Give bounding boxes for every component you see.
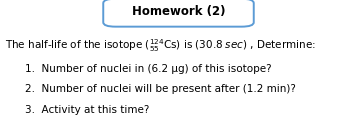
FancyBboxPatch shape: [103, 0, 254, 27]
Text: 2.  Number of nuclei will be present after (1.2 min)?: 2. Number of nuclei will be present afte…: [25, 84, 295, 94]
Text: Homework (2): Homework (2): [132, 5, 225, 18]
Text: 3.  Activity at this time?: 3. Activity at this time?: [25, 105, 149, 115]
Text: The half-life of the isotope ($^{124}_{55}$Cs) is (30.8 $sec$) , Determine:: The half-life of the isotope ($^{124}_{5…: [5, 37, 316, 54]
Text: 1.  Number of nuclei in (6.2 μg) of this isotope?: 1. Number of nuclei in (6.2 μg) of this …: [25, 64, 271, 74]
